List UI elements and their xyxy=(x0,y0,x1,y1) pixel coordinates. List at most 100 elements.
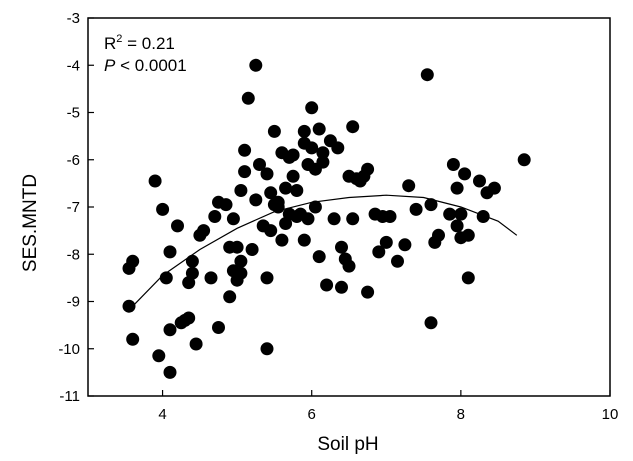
data-point xyxy=(383,210,397,223)
data-point xyxy=(487,181,501,195)
data-point xyxy=(450,181,464,195)
data-point xyxy=(398,238,412,252)
data-point xyxy=(238,165,252,179)
data-point xyxy=(163,365,177,379)
data-point xyxy=(335,280,348,294)
data-point xyxy=(226,212,240,226)
data-point xyxy=(260,342,274,356)
data-point xyxy=(312,250,326,264)
x-axis-title: Soil pH xyxy=(317,434,378,455)
y-tick-label: -10 xyxy=(58,341,80,358)
data-point xyxy=(312,122,326,136)
x-tick-label: 10 xyxy=(602,406,619,423)
data-point xyxy=(424,198,438,212)
data-point xyxy=(327,212,341,226)
y-tick-label: -9 xyxy=(67,294,80,311)
data-point xyxy=(297,124,311,138)
data-point xyxy=(260,167,274,181)
y-tick-label: -11 xyxy=(59,388,80,405)
data-point xyxy=(241,91,255,105)
data-point xyxy=(301,212,315,226)
data-point xyxy=(391,254,404,268)
data-point xyxy=(372,245,386,259)
data-point xyxy=(346,120,360,134)
data-point xyxy=(476,210,490,223)
data-point xyxy=(163,245,177,259)
data-point xyxy=(432,228,445,242)
data-point xyxy=(443,207,457,221)
data-point xyxy=(517,153,531,167)
data-point xyxy=(126,254,140,268)
r-squared-annotation: R2 = 0.21 xyxy=(104,33,175,53)
data-point xyxy=(189,337,203,351)
x-tick-label: 4 xyxy=(158,406,166,423)
data-point xyxy=(156,202,170,216)
data-point xyxy=(461,271,475,285)
y-tick-label: -4 xyxy=(67,57,80,74)
data-point xyxy=(264,186,278,200)
data-point xyxy=(234,266,248,280)
data-point xyxy=(361,285,375,299)
data-point xyxy=(424,316,438,330)
data-point xyxy=(446,158,460,171)
data-point xyxy=(316,155,330,169)
data-point xyxy=(305,141,319,155)
data-point xyxy=(286,169,300,183)
data-point xyxy=(290,184,304,197)
data-point xyxy=(238,143,252,157)
data-point xyxy=(454,207,468,221)
data-point xyxy=(204,271,218,285)
data-point xyxy=(279,181,293,195)
data-point xyxy=(249,193,263,207)
data-point xyxy=(159,271,173,285)
data-point xyxy=(473,174,486,188)
y-tick-label: -5 xyxy=(67,105,80,122)
data-point xyxy=(234,184,248,197)
data-point xyxy=(308,200,322,214)
y-tick-label: -7 xyxy=(67,199,80,216)
data-point xyxy=(197,224,211,238)
data-point xyxy=(208,210,222,223)
data-point xyxy=(148,174,162,188)
data-point xyxy=(346,212,360,226)
data-point xyxy=(342,259,356,273)
y-tick-label: -6 xyxy=(67,152,80,169)
data-point xyxy=(234,254,248,268)
data-point xyxy=(171,219,184,233)
data-point xyxy=(320,278,334,292)
data-point xyxy=(245,243,259,256)
data-point xyxy=(335,240,348,254)
data-point xyxy=(458,167,472,181)
data-point xyxy=(402,179,416,193)
data-point xyxy=(271,195,285,209)
data-point xyxy=(450,219,464,233)
data-point xyxy=(461,228,475,242)
data-point xyxy=(185,266,199,280)
y-tick-label: -3 xyxy=(67,10,80,27)
data-point xyxy=(152,349,166,363)
plot-frame xyxy=(87,17,611,397)
data-point xyxy=(409,202,423,216)
data-point xyxy=(331,141,345,155)
data-point xyxy=(182,311,196,325)
data-point xyxy=(219,198,233,212)
data-point xyxy=(126,332,140,346)
data-point xyxy=(185,254,199,268)
data-point xyxy=(249,58,263,72)
p-value-annotation: P < 0.0001 xyxy=(104,56,187,75)
data-point xyxy=(420,68,434,82)
x-tick-label: 8 xyxy=(457,406,465,423)
y-axis-ticks: -11 -10 -9 -8 -7 -6 -5 -4 -3 xyxy=(58,10,94,405)
data-point xyxy=(316,146,330,160)
data-point xyxy=(379,235,393,249)
data-point xyxy=(361,162,375,176)
data-point xyxy=(260,271,274,285)
data-point xyxy=(253,158,266,171)
fit-curve xyxy=(132,194,518,307)
data-point xyxy=(267,124,281,138)
data-point xyxy=(212,321,225,334)
data-point xyxy=(305,101,319,115)
data-point xyxy=(223,290,237,304)
x-tick-label: 6 xyxy=(308,406,316,423)
